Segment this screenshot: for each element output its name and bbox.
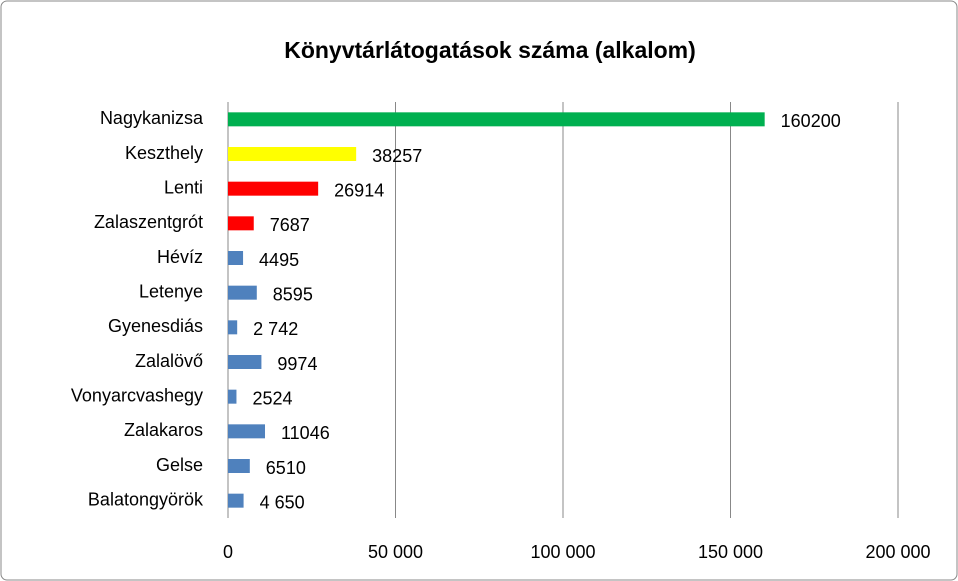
bar	[228, 493, 244, 508]
chart-title: Könyvtárlátogatások száma (alkalom)	[284, 37, 696, 63]
value-label: 2524	[252, 388, 292, 408]
value-label: 2 742	[253, 319, 298, 339]
bar	[228, 320, 238, 335]
bar	[228, 389, 237, 404]
bar	[228, 147, 357, 161]
value-label: 160200	[781, 111, 841, 131]
bar	[228, 285, 257, 300]
bar	[228, 181, 319, 196]
y-tick-label: Nagykanizsa	[100, 108, 204, 128]
y-tick-label: Hévíz	[157, 247, 203, 267]
y-tick-label: Zalakaros	[124, 420, 203, 440]
bar	[228, 216, 254, 231]
x-tick-label: 0	[223, 542, 233, 562]
x-tick-label: 100 000	[530, 542, 595, 562]
x-tick-label: 200 000	[865, 542, 930, 562]
y-tick-label: Lenti	[164, 177, 203, 197]
x-tick-label: 50 000	[368, 542, 423, 562]
value-label: 7687	[270, 215, 310, 235]
bar	[228, 424, 266, 439]
value-label: 9974	[277, 354, 317, 374]
value-label: 11046	[281, 423, 330, 443]
y-tick-label: Gelse	[156, 455, 203, 475]
bar	[228, 459, 250, 473]
value-label: 6510	[266, 458, 306, 478]
y-tick-label: Gyenesdiás	[108, 316, 203, 336]
value-label: 38257	[372, 146, 422, 166]
y-tick-label: Balatongyörök	[88, 489, 204, 509]
y-tick-label: Zalalövő	[135, 351, 203, 371]
value-label: 4495	[259, 250, 299, 270]
x-tick-label: 150 000	[698, 542, 763, 562]
bar	[228, 355, 262, 369]
y-tick-label: Keszthely	[125, 143, 203, 163]
bar	[228, 112, 765, 127]
value-label: 4 650	[260, 492, 305, 512]
value-label: 8595	[273, 284, 313, 304]
y-tick-label: Zalaszentgrót	[94, 212, 203, 232]
value-label: 26914	[334, 180, 384, 200]
bar	[228, 251, 244, 265]
y-tick-label: Vonyarcvashegy	[71, 385, 203, 405]
y-tick-label: Letenye	[139, 281, 203, 301]
